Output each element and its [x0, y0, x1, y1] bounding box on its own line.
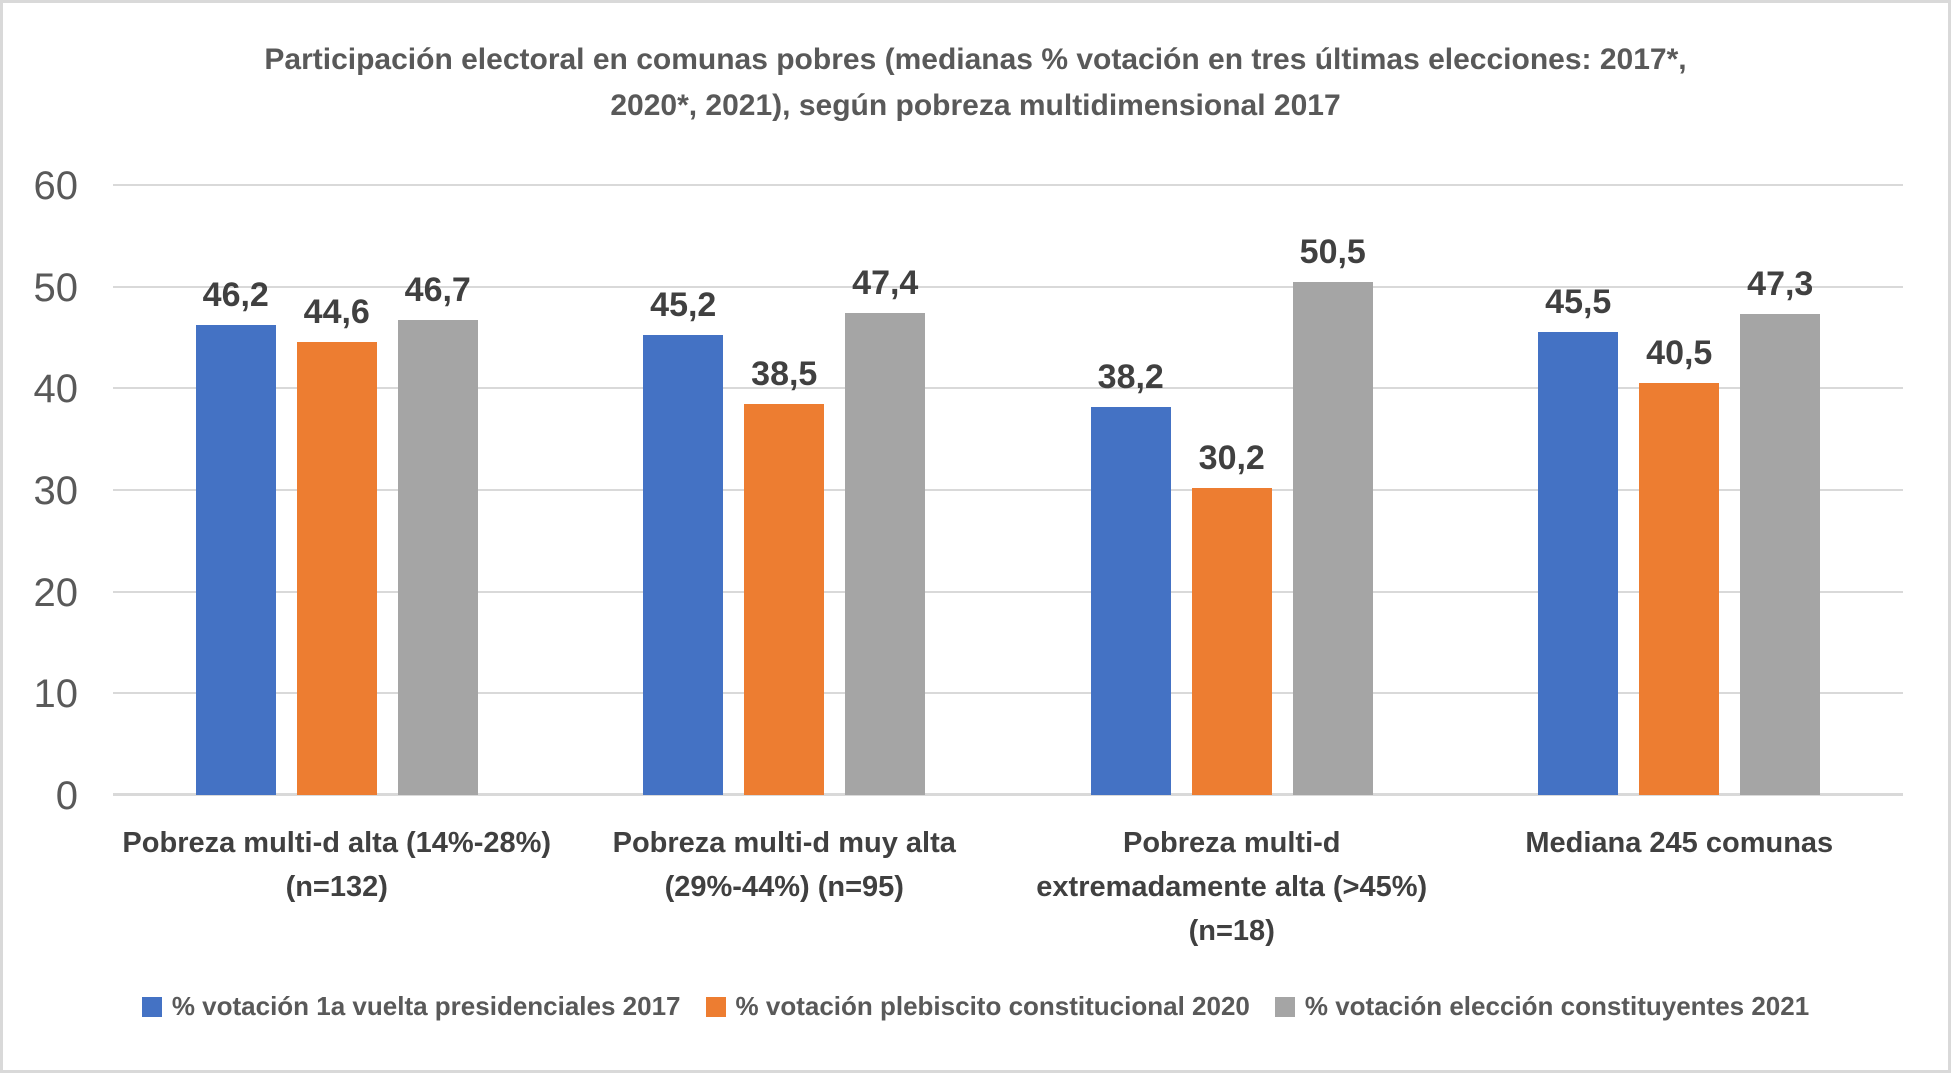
legend-marker-icon — [705, 996, 726, 1017]
legend-item-2: % votación plebiscito constitucional 202… — [705, 991, 1250, 1022]
bar-series-3-category-2: 47,4 — [845, 264, 926, 795]
bar-value-label: 30,2 — [1198, 438, 1265, 477]
x-axis-category-labels: Pobreza multi-d alta (14%-28%) (n=132) Po… — [113, 821, 1903, 953]
bar-series-2-category-2: 38,5 — [744, 355, 825, 795]
bar-group-2: 45,2 38,5 47,4 — [561, 185, 1009, 795]
y-axis-tick-label: 10 — [33, 672, 79, 717]
bar-value-label: 40,5 — [1646, 334, 1713, 373]
legend-label: % votación 1a vuelta presidenciales 2017 — [171, 991, 681, 1021]
bar-value-label: 38,5 — [751, 354, 818, 393]
bar-series-2-category-1: 44,6 — [296, 293, 377, 795]
bar-series-3-category-3: 50,5 — [1292, 233, 1373, 795]
category-label-3: Pobreza multi-d extremadamente alta (>45… — [1036, 827, 1428, 947]
legend-item-1: % votación 1a vuelta presidenciales 2017 — [141, 991, 681, 1022]
y-axis-tick-label: 50 — [33, 265, 79, 310]
legend-marker-icon — [141, 996, 162, 1017]
bar-value-label: 38,2 — [1097, 357, 1164, 396]
category-label-1: Pobreza multi-d alta (14%-28%) (n=132) — [122, 827, 552, 903]
bar-series-2-category-3: 30,2 — [1191, 439, 1272, 795]
gridline — [113, 590, 1903, 593]
bar-series-3-category-4: 47,3 — [1740, 265, 1821, 795]
gridline — [113, 285, 1903, 288]
y-axis-tick-label: 40 — [33, 367, 79, 412]
bar-series-1-category-4: 45,5 — [1538, 283, 1619, 795]
chart-title-line-2: 2020*, 2021), según pobreza multidimensi… — [610, 89, 1341, 122]
bar-series-1-category-1: 46,2 — [195, 276, 276, 795]
y-axis-tick-label: 0 — [55, 774, 78, 818]
gridline — [113, 692, 1903, 695]
gridline — [113, 387, 1903, 390]
y-axis-tick-label: 20 — [33, 570, 79, 615]
bar-group-3: 38,2 30,2 50,5 — [1008, 185, 1456, 795]
category-label-4: Mediana 245 comunas — [1525, 827, 1834, 859]
legend-label: % votación plebiscito constitucional 202… — [735, 991, 1250, 1021]
bar-series-1-category-3: 38,2 — [1090, 358, 1171, 795]
bar-value-label: 44,6 — [303, 292, 370, 331]
y-axis-tick-label: 60 — [33, 164, 79, 208]
bar-series-2-category-4: 40,5 — [1639, 334, 1720, 795]
bar-value-label: 45,5 — [1545, 283, 1612, 322]
chart-title: Participación electoral en comunas pobre… — [3, 37, 1948, 129]
bar-value-label: 46,2 — [202, 276, 269, 315]
legend: % votación 1a vuelta presidenciales 2017… — [3, 991, 1948, 1022]
bar-value-label: 46,7 — [404, 271, 471, 310]
bar-group-4: 45,5 40,5 47,3 — [1456, 185, 1904, 795]
y-axis-tick-label: 30 — [33, 469, 79, 513]
plot-area: 46,2 44,6 46,7 45,2 38,5 47,4 38,2 30,2 50,5 45,5… — [113, 184, 1903, 796]
bar-value-label: 50,5 — [1299, 232, 1366, 271]
bar-group-1: 46,2 44,6 46,7 — [113, 185, 561, 795]
x-axis-baseline — [113, 793, 1903, 796]
bar-groups: 46,2 44,6 46,7 45,2 38,5 47,4 38,2 30,2 50,5 45,5… — [113, 185, 1903, 795]
bar-series-1-category-2: 45,2 — [643, 286, 724, 795]
gridline — [113, 184, 1903, 186]
y-axis: 0 10 20 30 40 50 60 — [3, 166, 79, 816]
bar-value-label: 45,2 — [650, 286, 717, 325]
category-label-2: Pobreza multi-d muy alta (29%-44%) (n=95… — [612, 827, 956, 903]
bar-value-label: 47,4 — [852, 264, 919, 303]
bar-series-3-category-1: 46,7 — [397, 271, 478, 795]
chart-title-line-1: Participación electoral en comunas pobre… — [264, 43, 1687, 76]
legend-item-3: % votación elección constituyentes 2021 — [1274, 991, 1810, 1022]
gridline — [113, 489, 1903, 491]
legend-label: % votación elección constituyentes 2021 — [1304, 991, 1810, 1021]
bar-value-label: 47,3 — [1747, 265, 1814, 304]
legend-marker-icon — [1274, 996, 1295, 1017]
